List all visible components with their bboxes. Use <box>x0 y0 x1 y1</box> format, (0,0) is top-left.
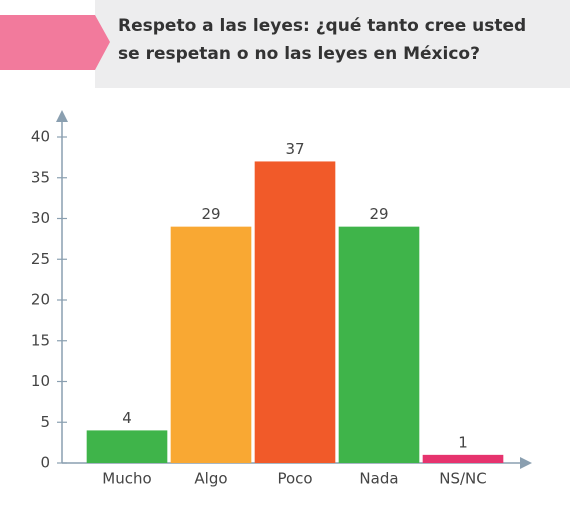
value-label: 29 <box>369 205 388 223</box>
x-tick-label: Poco <box>277 470 312 488</box>
bar <box>254 161 336 463</box>
value-label: 1 <box>458 433 468 451</box>
value-label: 4 <box>122 409 132 427</box>
y-tick-label: 5 <box>40 413 50 431</box>
y-tick-label: 40 <box>31 128 50 146</box>
y-tick-label: 20 <box>31 291 50 309</box>
y-tick-label: 25 <box>31 250 50 268</box>
x-tick-label: Nada <box>359 470 398 488</box>
y-axis-arrow <box>56 110 68 122</box>
x-tick-label: NS/NC <box>439 470 487 488</box>
x-axis-arrow <box>520 457 532 469</box>
x-tick-label: Mucho <box>102 470 151 488</box>
y-tick-label: 30 <box>31 209 50 227</box>
header-tab <box>0 15 110 70</box>
y-tick-label: 15 <box>31 331 50 349</box>
bar <box>170 226 252 463</box>
value-label: 37 <box>285 140 304 158</box>
y-tick-label: 0 <box>40 454 50 472</box>
bar <box>422 454 504 463</box>
y-tick-label: 10 <box>31 372 50 390</box>
x-tick-label: Algo <box>194 470 227 488</box>
chart-title: Respeto a las leyes: ¿qué tanto cree ust… <box>118 16 527 64</box>
y-tick-label: 35 <box>31 168 50 186</box>
value-label: 29 <box>201 205 220 223</box>
header-band <box>95 0 570 88</box>
bar <box>86 430 168 463</box>
bar <box>338 226 420 463</box>
